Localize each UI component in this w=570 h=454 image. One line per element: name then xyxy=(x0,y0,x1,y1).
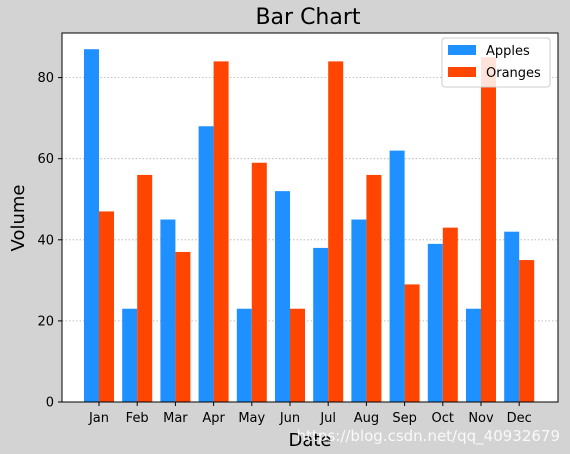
bar-oranges-feb xyxy=(137,174,153,402)
bars xyxy=(84,49,535,403)
bar-oranges-mar xyxy=(175,251,191,402)
bar-apples-aug xyxy=(351,219,367,402)
bar-oranges-jun xyxy=(290,308,305,402)
y-axis-ticks: 0 20 40 60 80 xyxy=(37,71,62,411)
x-tick-label-aug: Aug xyxy=(354,411,379,426)
y-tick-label-80: 80 xyxy=(37,71,54,86)
y-tick-label-40: 40 xyxy=(37,233,54,248)
x-tick-label-jan: Jan xyxy=(88,411,109,426)
x-tick-label-oct: Oct xyxy=(432,411,454,426)
x-tick-label-sep: Sep xyxy=(392,411,417,426)
bar-oranges-jan xyxy=(99,211,114,402)
bar-apples-jun xyxy=(275,191,290,402)
bar-oranges-apr xyxy=(213,61,229,403)
bar-apples-feb xyxy=(122,308,138,402)
bar-apples-dec xyxy=(504,231,520,402)
plot-frame xyxy=(61,32,559,403)
watermark: https://blog.csdn.net/qq_40932679 xyxy=(297,427,560,446)
bar-oranges-oct xyxy=(442,227,458,402)
bar-oranges-jul xyxy=(328,61,344,403)
legend-swatch-oranges xyxy=(448,67,476,77)
y-tick-label-60: 60 xyxy=(37,152,54,167)
x-tick-label-feb: Feb xyxy=(126,411,149,426)
bar-oranges-aug xyxy=(366,174,382,402)
x-tick-label-dec: Dec xyxy=(507,411,532,426)
bar-apples-mar xyxy=(160,219,176,402)
bar-oranges-may xyxy=(251,162,267,402)
bar-apples-oct xyxy=(427,243,443,402)
x-tick-label-jul: Jul xyxy=(319,411,336,426)
y-tick-label-0: 0 xyxy=(46,396,54,411)
x-tick-label-nov: Nov xyxy=(468,411,494,426)
bar-apples-nov xyxy=(466,308,481,402)
y-axis-label: Volume xyxy=(8,185,29,252)
chart-title: Bar Chart xyxy=(255,5,360,30)
x-tick-label-may: May xyxy=(238,411,265,426)
bar-apples-jan xyxy=(84,49,99,402)
y-tick-label-20: 20 xyxy=(37,314,54,329)
legend-swatch-apples xyxy=(448,45,476,55)
x-axis-ticks: Jan Feb Mar Apr May Jun Jul Aug Sep Oct Nov Dec xyxy=(88,402,532,426)
x-tick-label-apr: Apr xyxy=(202,411,225,426)
bar-oranges-nov xyxy=(481,57,496,402)
legend: Apples Oranges xyxy=(441,37,551,88)
bar-apples-may xyxy=(236,308,252,402)
x-tick-label-jun: Jun xyxy=(279,411,300,426)
x-axis-label: Date xyxy=(288,430,331,451)
bar-apples-jul xyxy=(313,247,329,402)
bar-oranges-sep xyxy=(404,284,420,402)
legend-label-apples: Apples xyxy=(486,44,530,59)
bar-apples-sep xyxy=(389,150,405,402)
bar-apples-apr xyxy=(198,126,214,402)
x-tick-label-mar: Mar xyxy=(163,411,188,426)
legend-label-oranges: Oranges xyxy=(486,66,541,81)
bar-oranges-dec xyxy=(519,260,535,402)
